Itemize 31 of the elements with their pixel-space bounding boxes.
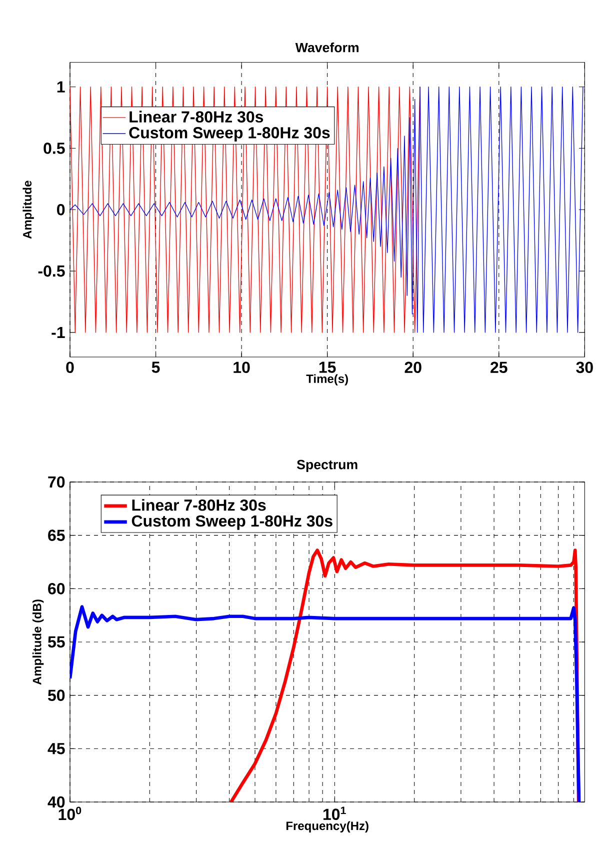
x-tick-label: 30 [576, 362, 593, 374]
y-tick-label: 55 [48, 636, 65, 648]
y-axis-title: Amplitude (dB) [32, 600, 44, 685]
y-tick-label: 1 [57, 81, 65, 92]
y-tick-label: 0 [57, 204, 65, 216]
y-tick-label: -1 [52, 326, 65, 338]
x-tick-label: 15 [319, 362, 336, 373]
y-axis-title: Amplitude [22, 180, 34, 239]
x-tick-label: 10$^{1}$ [323, 806, 346, 820]
y-tick-label: 60 [48, 583, 65, 594]
y-tick-label: -0.5 [38, 265, 65, 277]
legend-label: Custom Sweep 1-80Hz 30s [132, 515, 332, 530]
x-tick-label: 10$^{0}$ [58, 806, 82, 820]
chart-title: Spectrum [296, 460, 358, 472]
legend-label: Linear 7-80Hz 30s [132, 499, 266, 511]
legend-label: Linear 7-80Hz 30s [130, 110, 264, 123]
y-tick-label: 0.5 [44, 142, 65, 154]
y-tick-label: 45 [48, 743, 65, 754]
y-tick-label: 40 [48, 796, 65, 808]
y-tick-label: 50 [48, 690, 65, 701]
x-axis-title: Time(s) [306, 374, 348, 386]
x-axis-title: Frequency(Hz) [286, 821, 368, 832]
x-tick-label: 20 [404, 362, 422, 374]
x-tick-label: 5 [152, 362, 160, 373]
x-tick-label: 10 [234, 362, 250, 374]
x-tick-label: 25 [490, 362, 508, 374]
x-tick-label: 0 [66, 362, 74, 374]
y-tick-label: 70 [48, 476, 65, 488]
legend-label: Custom Sweep 1-80Hz 30s [129, 127, 330, 142]
chart-title: Waveform [295, 42, 358, 52]
y-tick-label: 65 [48, 530, 65, 541]
